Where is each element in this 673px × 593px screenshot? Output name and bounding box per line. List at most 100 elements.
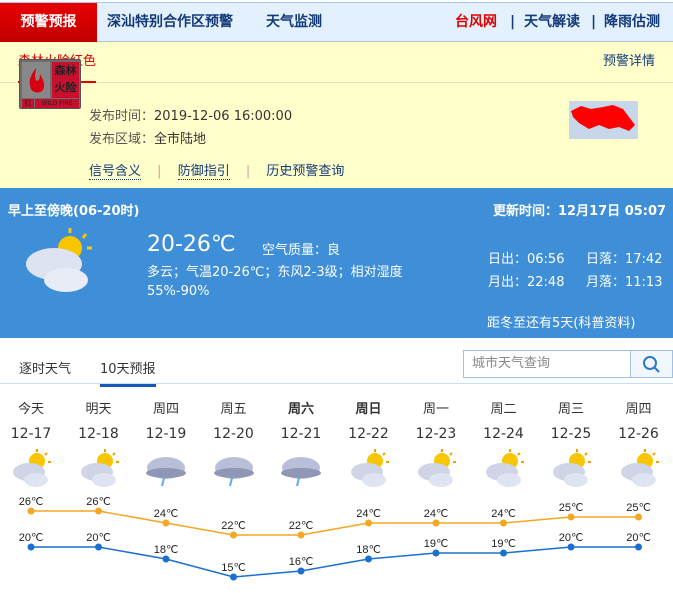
badge-text: 火险 <box>54 81 77 94</box>
forecast-weekday: 周日 <box>355 402 382 417</box>
search-icon <box>643 356 660 373</box>
forecast-date: 12-22 <box>348 426 389 442</box>
forecast-weekday: 周五 <box>220 402 247 417</box>
low-temp-label: 20℃ <box>626 532 651 544</box>
high-temp-label: 24℃ <box>154 508 179 520</box>
today-desc: 多云；气温20-26℃；东风2-3级；相对湿度55%-90% <box>147 265 403 299</box>
low-temp-label: 18℃ <box>356 544 381 556</box>
rain-icon <box>200 448 268 488</box>
high-temp-label: 26℃ <box>86 496 111 508</box>
rain-icon <box>267 448 335 488</box>
low-temp-point <box>635 543 642 551</box>
partly-cloudy-icon <box>470 448 538 488</box>
low-temp-label: 20℃ <box>559 532 584 544</box>
badge-text: 森林 <box>54 64 77 77</box>
low-temp-label: 15℃ <box>221 562 246 574</box>
forecast-weekday: 周四 <box>625 402 652 417</box>
forecast-date: 12-21 <box>280 426 322 442</box>
update-time: 更新时间：12月17日 05:07 <box>493 204 667 219</box>
high-temp-point <box>365 519 372 527</box>
low-temp-point <box>432 549 440 557</box>
partly-cloudy-icon <box>605 448 673 488</box>
air-quality: 空气质量：良 <box>262 243 341 258</box>
forecast-date: 12-18 <box>78 426 119 442</box>
low-temp-point <box>297 567 305 575</box>
city-search-input[interactable]: 城市天气查询 <box>463 350 631 378</box>
forecast-date: 12-23 <box>415 426 457 442</box>
forecast-weekday: 明天 <box>85 402 112 417</box>
forecast-weekday: 周六 <box>287 402 314 417</box>
partly-cloudy-icon <box>0 448 65 488</box>
forecast-weekday: 周四 <box>152 402 179 417</box>
forecast-date: 12-25 <box>550 426 592 442</box>
high-temp-point <box>567 513 575 521</box>
search-button[interactable] <box>631 350 673 378</box>
forecast-tabs: 逐时天气 10天预报 <box>0 338 673 387</box>
low-temp-label: 18℃ <box>154 544 179 556</box>
partly-cloudy-icon <box>335 448 403 488</box>
high-temp-label: 25℃ <box>626 502 651 514</box>
low-temp-point <box>567 543 575 551</box>
high-temp-label: 24℃ <box>356 508 381 520</box>
high-temp-point <box>500 519 507 527</box>
forecast-weekday: 周三 <box>557 402 584 417</box>
tab-10day[interactable]: 10天预报 <box>100 358 156 387</box>
high-temp-point <box>27 507 35 515</box>
low-temp-point <box>365 555 372 563</box>
sunset: 日落：17:42 <box>586 252 663 267</box>
top-nav: 预警预报 深汕特别合作区预警 天气监测 台风网 | 天气解读 | 降雨估测 <box>0 2 673 42</box>
low-temp-point <box>230 573 237 581</box>
low-temp-point <box>500 549 507 557</box>
low-temp-point <box>95 543 102 551</box>
low-temp-point <box>162 555 170 563</box>
badge-level: 红 <box>22 99 34 108</box>
partly-cloudy-icon <box>402 448 470 488</box>
nav-rain-estimate[interactable]: 降雨估测 <box>604 14 660 30</box>
sunrise: 日出：06:56 <box>488 252 565 267</box>
nav-typhoon[interactable]: 台风网 <box>455 14 497 30</box>
rain-icon <box>132 448 200 488</box>
high-temp-label: 22℃ <box>221 520 246 532</box>
high-temp-label: 22℃ <box>289 520 314 532</box>
nav-weather-monitor[interactable]: 天气监测 <box>266 14 322 30</box>
forest-fire-red-icon: 森林 火险 红 WILD FIRE <box>19 59 81 109</box>
forecast-date: 12-20 <box>213 426 254 442</box>
today-weather-panel: 早上至傍晚(06-20时) 更新时间：12月17日 05:07 20-26℃ 空… <box>0 188 673 338</box>
issue-area: 发布区域：全市陆地 <box>89 132 207 147</box>
nav-shenshan-warning[interactable]: 深汕特别合作区预警 <box>107 14 233 30</box>
temperature-chart: 26℃ 26℃ 24℃ 22℃ 22℃ 24℃ 24℃ 24℃ 25℃ 25℃ 20℃ 20℃ 18℃ 1… <box>19 496 651 581</box>
moonset: 月落：11:13 <box>586 275 663 290</box>
high-temp-label: 24℃ <box>491 508 516 520</box>
partly-cloudy-icon <box>65 448 133 488</box>
tab-hourly[interactable]: 逐时天气 <box>19 362 72 377</box>
forecast-date: 12-24 <box>483 426 524 442</box>
high-temp-point <box>162 519 170 527</box>
moonrise: 月出：22:48 <box>488 275 565 290</box>
low-temp-point <box>27 543 35 551</box>
low-temp-label: 20℃ <box>86 532 111 544</box>
high-temp-point <box>297 531 305 539</box>
issue-time: 发布时间：2019-12-06 16:00:00 <box>89 109 293 124</box>
high-temp-point <box>432 519 440 527</box>
low-temp-label: 19℃ <box>424 538 449 550</box>
low-temp-label: 16℃ <box>289 556 314 568</box>
period: 早上至傍晚(06-20时) <box>8 204 140 219</box>
high-temp-label: 25℃ <box>559 502 584 514</box>
high-temp-point <box>230 531 237 539</box>
warning-area-map[interactable] <box>569 101 638 139</box>
solar-term-link[interactable]: 距冬至还有5天(科普资料) <box>487 316 636 331</box>
high-temp-line <box>31 510 639 536</box>
low-temp-line <box>31 546 639 578</box>
warning-detail-link[interactable]: 预警详情 <box>602 54 655 69</box>
defense-guide-link[interactable]: 防御指引 <box>177 164 230 180</box>
forecast-weekday: 今天 <box>17 402 44 417</box>
nav-weather-interpret[interactable]: 天气解读 <box>524 14 580 30</box>
divider: | <box>510 14 516 30</box>
forecast-date: 12-19 <box>145 426 187 442</box>
warning-links: 信号含义 | 防御指引 | 历史预警查询 <box>89 164 345 180</box>
history-warning-link[interactable]: 历史预警查询 <box>266 164 345 179</box>
forecast-weekday: 周一 <box>422 402 449 417</box>
nav-warning-forecast[interactable]: 预警预报 <box>0 3 97 42</box>
low-temp-label: 19℃ <box>491 538 516 550</box>
signal-meaning-link[interactable]: 信号含义 <box>89 164 142 180</box>
